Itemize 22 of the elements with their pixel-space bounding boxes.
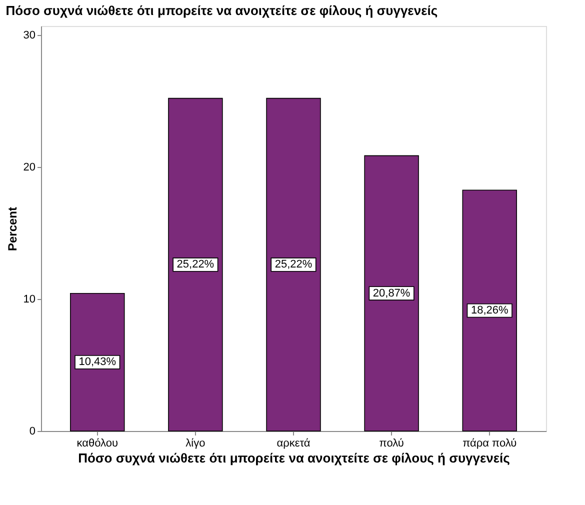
data-label: 10,43% [78,356,116,368]
y-axis-title: Percent [5,206,20,252]
x-tick-label: αρκετά [276,438,311,450]
data-label: 25,22% [176,258,214,271]
data-label: 25,22% [274,258,312,271]
bar [168,98,223,432]
y-tick-label: 20 [23,162,36,174]
bar [70,293,125,432]
y-tick-label: 0 [29,426,36,438]
data-label: 20,87% [372,287,410,300]
bar [462,190,517,432]
bar [364,155,419,432]
y-tick-label: 10 [23,294,36,306]
x-tick-label: καθόλου [76,438,118,450]
x-axis-title: Πόσο συχνά νιώθετε ότι μπορείτε να ανοιχτείτε σε φίλους ή συγγενείς [78,450,510,466]
x-tick-label: πολύ [379,438,404,450]
x-tick-label: πάρα πολύ [462,438,517,450]
data-label: 18,26% [470,304,508,317]
bar [266,98,321,432]
x-tick-label: λίγο [186,438,206,450]
y-tick-label: 30 [23,30,36,42]
chart-title: Πόσο συχνά νιώθετε ότι μπορείτε να ανοιχτείτε σε φίλους ή συγγενείς [6,3,438,18]
